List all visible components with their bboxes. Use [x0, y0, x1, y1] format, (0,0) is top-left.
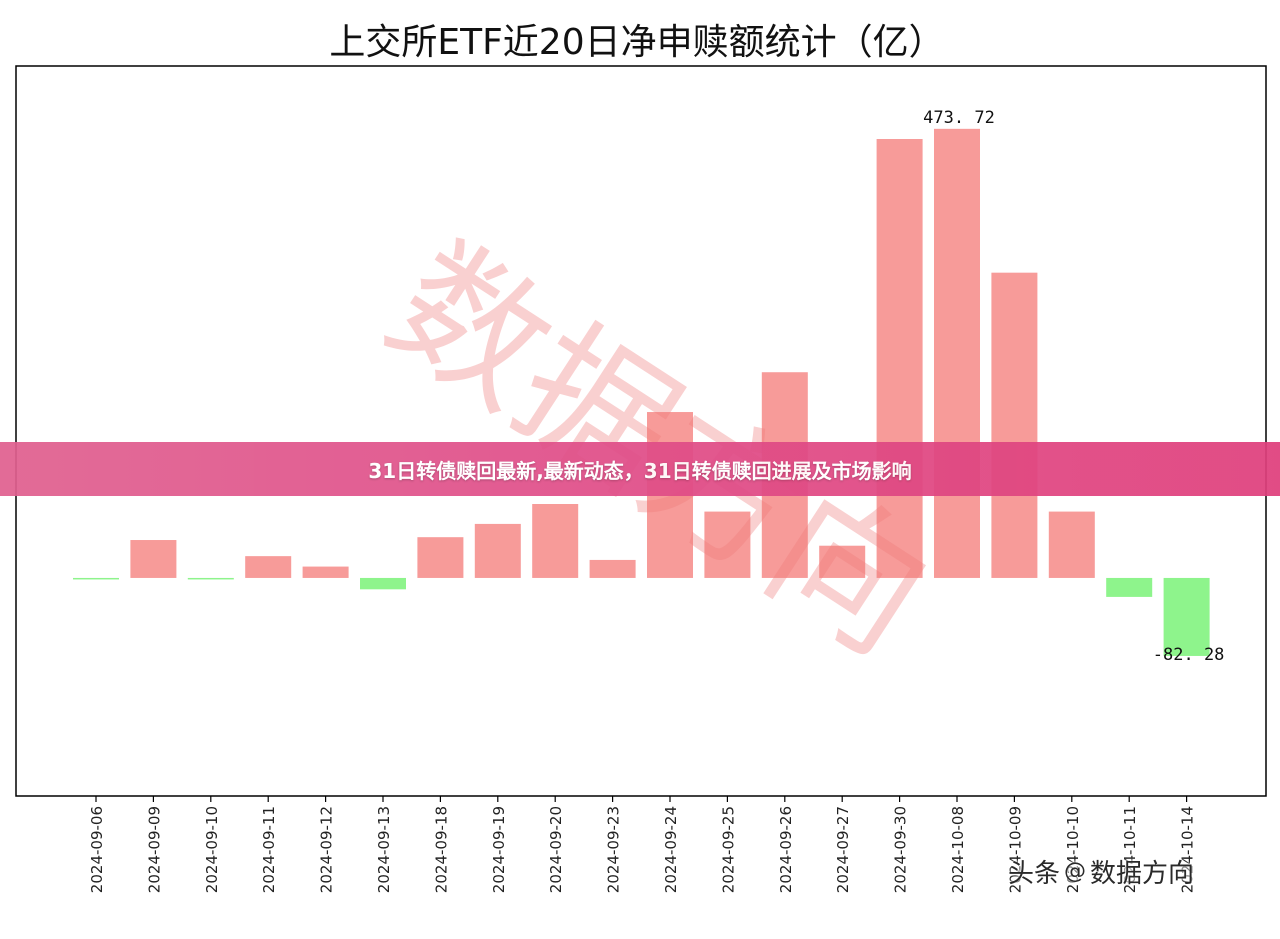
bar-2024-09-25: [704, 511, 751, 578]
tick-label-2024-09-19: 2024-09-19: [490, 806, 508, 893]
tick-label-2024-09-09: 2024-09-09: [145, 806, 163, 893]
source-name: 数据方向: [1090, 858, 1195, 889]
tick-label-2024-09-06: 2024-09-06: [88, 806, 106, 893]
tick-label-2024-09-30: 2024-09-30: [892, 806, 910, 893]
tick-label-2024-09-20: 2024-09-20: [547, 806, 565, 893]
plot-frame: [15, 65, 1267, 797]
source-prefix: 头条: [1008, 858, 1061, 889]
tick-label-2024-10-14: 2024-10-14: [1179, 806, 1197, 893]
data-label-2024-10-14: -82. 28: [1153, 645, 1225, 665]
headline-banner[interactable]: 31日转债赎回最新,最新动态，31日转债赎回进展及市场影响: [0, 442, 1280, 496]
bar-2024-09-30: [876, 139, 923, 578]
tick-label-2024-10-11: 2024-10-11: [1121, 806, 1139, 893]
bar-2024-09-23: [589, 559, 636, 578]
chart-title: 上交所ETF近20日净申赎额统计（亿）: [329, 22, 944, 63]
bar-2024-10-10: [1048, 511, 1095, 578]
data-labels: 473. 72 -82. 28: [923, 108, 1224, 665]
tick-label-2024-09-18: 2024-09-18: [432, 806, 450, 893]
bar-2024-10-08: [934, 128, 980, 578]
tick-label-2024-09-24: 2024-09-24: [662, 806, 680, 893]
source-watermark: 头条 @ 数据方向: [1008, 850, 1258, 892]
bar-2024-09-10: [187, 577, 234, 580]
headline-text: 31日转债赎回最新,最新动态，31日转债赎回进展及市场影响: [368, 458, 912, 483]
bar-2024-09-27: [819, 545, 866, 578]
tick-label-2024-09-25: 2024-09-25: [719, 806, 737, 893]
tick-label-2024-09-11: 2024-09-11: [260, 806, 278, 893]
bar-2024-10-11: [1106, 577, 1153, 597]
bar-2024-10-14: [1163, 577, 1210, 656]
tick-label-2024-09-23: 2024-09-23: [605, 806, 623, 893]
tick-label-2024-09-26: 2024-09-26: [777, 806, 795, 893]
tick-label-2024-09-10: 2024-09-10: [203, 806, 221, 893]
tick-label-2024-09-13: 2024-09-13: [375, 806, 393, 893]
bars-layer: [73, 128, 1210, 656]
x-axis-ticks: 2024-09-06 2024-09-09 2024-09-10 2024-09-11…: [88, 796, 1197, 893]
bar-2024-09-20: [532, 504, 579, 578]
bar-2024-09-11: [245, 556, 292, 578]
bar-2024-09-18: [417, 537, 464, 578]
tick-label-2024-10-08: 2024-10-08: [949, 806, 967, 893]
bar-2024-09-13: [360, 577, 406, 590]
bar-2024-09-19: [474, 523, 521, 578]
tick-label-2024-10-09: 2024-10-09: [1006, 806, 1024, 893]
bar-2024-09-12: [302, 566, 349, 578]
tick-label-2024-09-27: 2024-09-27: [834, 806, 852, 893]
data-label-2024-10-08: 473. 72: [923, 108, 995, 128]
bar-2024-09-09: [130, 540, 177, 578]
tick-label-2024-09-12: 2024-09-12: [318, 806, 336, 893]
bar-2024-09-06: [73, 577, 119, 580]
tick-label-2024-10-10: 2024-10-10: [1064, 806, 1082, 893]
bar-2024-10-09: [991, 272, 1038, 578]
at-icon: @: [1064, 858, 1087, 884]
